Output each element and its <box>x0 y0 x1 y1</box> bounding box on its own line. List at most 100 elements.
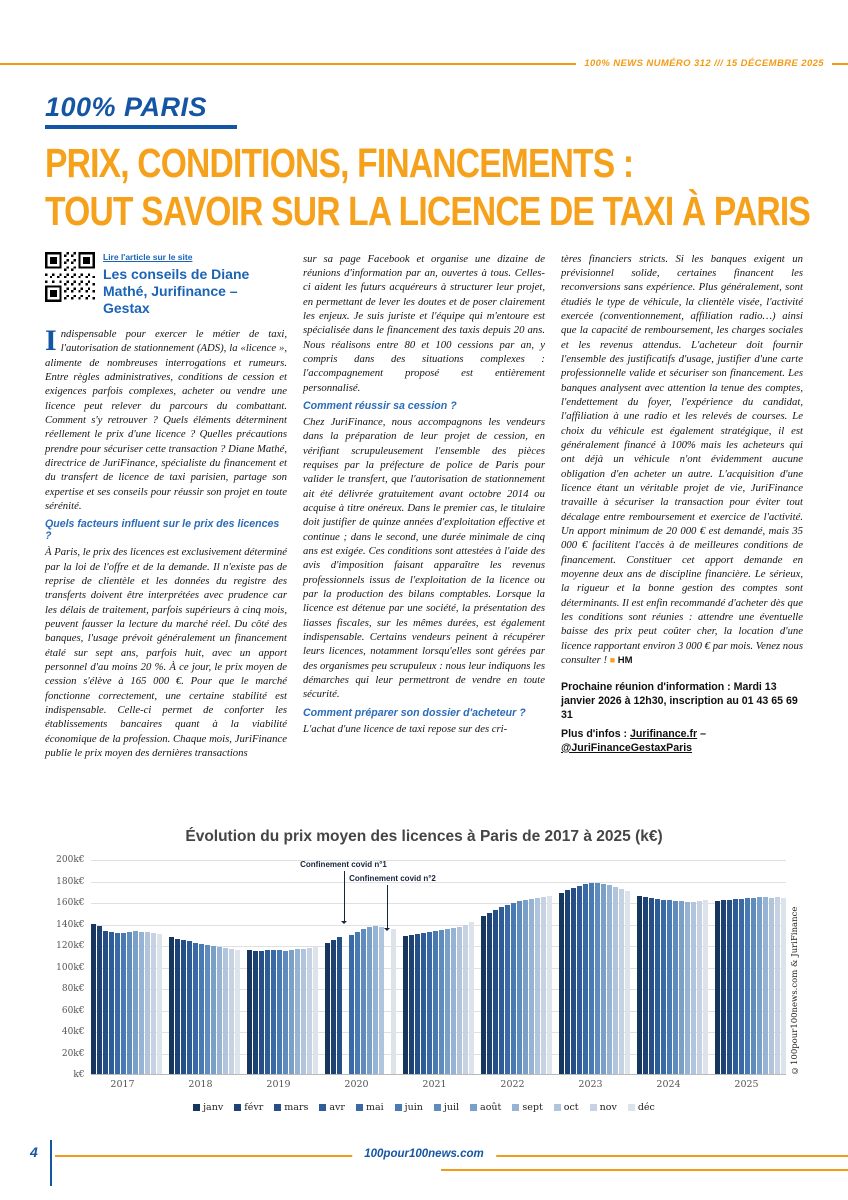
legend-item-août: août <box>470 1102 501 1113</box>
y-tick-label: 140k€ <box>56 919 85 930</box>
legend-label: nov <box>599 1102 617 1113</box>
bar-2018-févr <box>174 938 180 1074</box>
legend-label: févr <box>244 1102 264 1113</box>
year-group-2025 <box>714 896 786 1074</box>
bar-2025-janv <box>714 900 720 1074</box>
bar-2023-sept <box>606 884 612 1074</box>
bar-2022-févr <box>486 912 492 1074</box>
legend-item-avr: avr <box>319 1102 345 1113</box>
gridline <box>90 860 786 861</box>
paragraph-facteurs-prix: À Paris, le prix des licences est exclus… <box>45 546 287 759</box>
bar-2024-janv <box>636 895 642 1074</box>
bar-2023-janv <box>558 893 564 1074</box>
bar-2025-févr <box>720 899 726 1074</box>
bar-2023-août <box>600 883 606 1074</box>
legend-swatch <box>433 1104 441 1111</box>
x-tick-label: 2023 <box>578 1079 603 1090</box>
legend-label: janv <box>203 1102 224 1113</box>
bar-2022-mars <box>492 909 498 1074</box>
paragraph-reunions: sur sa page Facebook et organise une diz… <box>303 252 545 394</box>
bar-2022-mai <box>504 905 510 1074</box>
annotation-arrow-2 <box>384 885 390 931</box>
y-tick-label: 60k€ <box>61 1005 85 1016</box>
bar-2019-août <box>288 950 294 1074</box>
legend-label: août <box>480 1102 502 1113</box>
footer-rule-2 <box>440 1169 848 1171</box>
y-axis: k€ 20k€ 40k€ 60k€ 80k€ 100k€ 120k€ 140k€ 160k€ 18… <box>49 855 91 1080</box>
y-tick-label: 40k€ <box>61 1027 85 1037</box>
headline: PRIX, CONDITIONS, FINANCEMENTS : TOUT SA… <box>45 139 811 236</box>
bar-2017-août <box>132 931 138 1074</box>
bar-2021-févr <box>408 935 414 1074</box>
legend-swatch <box>319 1104 327 1111</box>
x-tick-label: 2018 <box>188 1079 213 1090</box>
bar-2022-sept <box>528 898 534 1074</box>
y-tick-label: 160k€ <box>56 898 85 908</box>
legend-label: juin <box>404 1102 423 1113</box>
legend-item-juil: juil <box>433 1102 460 1113</box>
bar-2025-déc <box>780 897 786 1074</box>
gridline <box>90 903 786 904</box>
bar-2018-sept <box>216 947 222 1074</box>
gridline <box>90 1010 786 1012</box>
bar-2019-janv <box>246 950 252 1074</box>
bar-2024-août <box>678 900 684 1074</box>
paragraph-achat-debut: L'achat d'une licence de taxi repose sur… <box>303 722 508 735</box>
bar-2017-mai <box>114 933 120 1074</box>
bar-2018-août <box>210 946 216 1074</box>
bar-2025-juin <box>744 897 750 1074</box>
bar-2021-oct <box>456 926 462 1074</box>
article-column-2: sur sa page Facebook et organise une diz… <box>303 252 545 763</box>
x-tick-label: 2019 <box>266 1079 291 1090</box>
annotation-covid-2: Confinement covid n°2 <box>349 874 436 883</box>
bar-2023-oct <box>612 886 618 1074</box>
bar-2023-mars <box>570 888 576 1074</box>
chart-legend: janv févr mars avr mai juin juil août sept oct nov… <box>45 1102 803 1113</box>
x-tick-label: 2024 <box>656 1079 681 1090</box>
legend-swatch <box>470 1104 478 1111</box>
corner-tick <box>50 1140 52 1186</box>
year-group-2023 <box>558 882 630 1074</box>
legend-label: juil <box>443 1102 460 1113</box>
bar-2021-août <box>444 928 450 1074</box>
chart-wrap: k€ 20k€ 40k€ 60k€ 80k€ 100k€ 120k€ 140k€ 160k€ 18… <box>45 855 803 1080</box>
read-article-link[interactable]: Lire l'article sur le site <box>103 251 193 262</box>
jurifinance-link[interactable]: Jurifinance.fr <box>630 727 698 740</box>
social-link[interactable]: @JuriFinanceGestaxParis <box>561 741 693 754</box>
bar-2021-déc <box>468 922 474 1074</box>
bar-2022-avr <box>498 907 504 1074</box>
bar-2018-janv <box>168 937 174 1074</box>
bar-2018-mai <box>192 942 198 1074</box>
chart-title: Évolution du prix moyen des licences à P… <box>185 828 663 845</box>
bar-2025-août <box>756 896 762 1074</box>
bar-2019-mars <box>258 951 264 1074</box>
article-column-3: tères financiers stricts. Si les banques… <box>561 252 803 763</box>
chart-copyright: ©100pour100news.com & JuriFinance <box>789 906 800 1075</box>
bar-2017-févr <box>96 925 102 1074</box>
y-tick-label: 20k€ <box>61 1048 85 1059</box>
next-meeting-info: Prochaine réunion d'information : Mardi … <box>561 680 798 722</box>
section-title-text: 100% PARIS <box>45 92 238 129</box>
bar-2022-déc <box>546 895 552 1074</box>
bar-2023-mai <box>582 883 588 1074</box>
bar-2019-mai <box>270 950 276 1074</box>
masthead-rule-right <box>832 62 848 65</box>
bar-2024-juin <box>666 899 672 1074</box>
footer-site-link[interactable]: 100pour100news.com <box>352 1148 496 1160</box>
bar-2018-déc <box>234 950 240 1074</box>
bar-2018-mars <box>180 939 186 1074</box>
bar-2020-déc <box>390 928 396 1074</box>
bar-2022-août <box>522 899 528 1074</box>
bar-2022-juil <box>516 900 522 1074</box>
y-tick-label: k€ <box>73 1070 85 1080</box>
bar-2021-avr <box>420 933 426 1074</box>
bar-2024-juil <box>672 900 678 1074</box>
more-info-line: Plus d'infos : Jurifinance.fr – @JuriFin… <box>561 727 803 756</box>
legend-swatch <box>512 1104 520 1111</box>
legend-item-févr: févr <box>234 1102 263 1113</box>
bar-2024-mars <box>648 897 654 1074</box>
legend-swatch <box>394 1104 402 1111</box>
gridline <box>90 989 786 990</box>
legend-label: avr <box>329 1102 345 1113</box>
legend-swatch <box>193 1104 201 1111</box>
